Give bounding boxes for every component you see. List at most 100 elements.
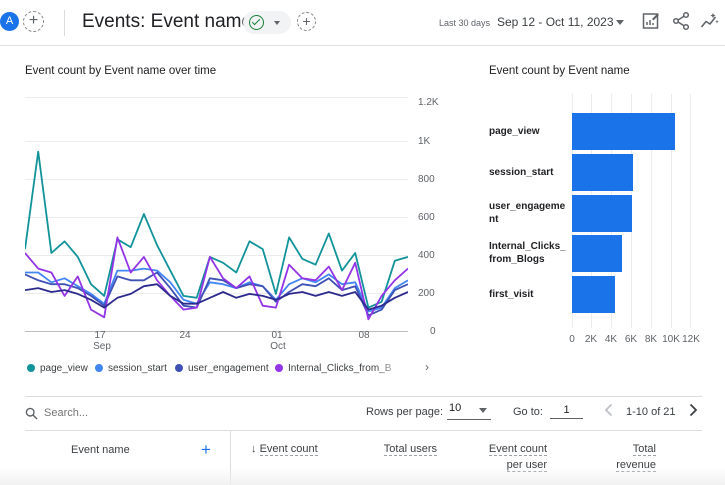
bar-page-view[interactable] (572, 113, 676, 150)
gridline (25, 255, 408, 256)
search-input[interactable] (44, 405, 194, 421)
column-header-label: Total users (383, 443, 437, 456)
report-header: A + Events: Event name + Last 30 days Se… (0, 0, 725, 46)
series-line-internal-clicks-from-b[interactable] (25, 236, 408, 321)
bar-first-visit[interactable] (572, 276, 616, 313)
bar-session-start[interactable] (572, 154, 633, 191)
bar-category-label: Internal_Clicks_ from_Blogs (489, 241, 566, 265)
next-page-icon[interactable] (686, 402, 700, 418)
x-tick-label: 24 (179, 330, 191, 341)
bar-x-tick: 0 (569, 334, 575, 345)
header-divider (64, 10, 65, 36)
bar-gridline (651, 94, 652, 328)
gridline (25, 179, 408, 180)
x-tick-month: Oct (270, 341, 286, 352)
legend-next-button[interactable]: › (425, 360, 429, 374)
table-top-divider (25, 396, 702, 397)
rows-per-page-value: 10 (449, 402, 462, 414)
add-comparison-button[interactable]: + (23, 11, 44, 32)
bar-category-label: first_visit (489, 288, 534, 300)
y-tick-label: 800 (418, 174, 435, 185)
bar-chart-title: Event count by Event name (489, 65, 630, 77)
column-header-label: Event count (488, 443, 547, 456)
legend-item-internal-clicks[interactable]: Internal_Clicks_from_B (275, 363, 391, 374)
x-tick-month: Sep (93, 341, 111, 352)
legend-dot (27, 364, 35, 372)
search-icon (25, 407, 38, 420)
bar-internal-clicks-from-blogs[interactable] (572, 235, 623, 272)
chevron-down-icon (479, 408, 487, 413)
legend-item-page-view[interactable]: page_view (27, 363, 88, 374)
add-filter-button[interactable]: + (297, 12, 316, 31)
legend-label: user_engagement (188, 363, 269, 374)
comparison-avatar[interactable]: A (0, 12, 19, 31)
report-status-dropdown[interactable] (243, 11, 291, 34)
y-tick-label: 1K (418, 136, 431, 147)
previous-page-icon[interactable] (602, 402, 616, 418)
check-circle-icon (249, 15, 264, 30)
column-header-label: Total (632, 443, 656, 456)
legend-label: session_start (108, 363, 167, 374)
rows-per-page-label: Rows per page: (366, 406, 444, 418)
column-header-label: Event count (259, 443, 318, 456)
date-range-label: Last 30 days (439, 18, 491, 28)
y-tick-label: 400 (418, 250, 435, 261)
legend-fade (375, 358, 420, 378)
legend-item-user-engagement[interactable]: user_engagement (175, 363, 269, 374)
bar-x-tick: 8K (644, 334, 658, 345)
x-tick-label: 08 (358, 330, 370, 341)
goto-page-input[interactable] (550, 401, 583, 419)
legend-dot (95, 364, 103, 372)
insights-icon[interactable] (700, 11, 720, 31)
bar-x-tick: 12K (682, 334, 700, 345)
bar-x-tick: 10K (662, 334, 680, 345)
y-tick-label: 600 (418, 212, 435, 223)
series-line-series-5[interactable] (25, 283, 408, 311)
x-tick-label: 17 (94, 330, 106, 341)
date-range-caret-icon[interactable] (616, 20, 624, 25)
customize-report-icon[interactable] (641, 11, 661, 31)
legend-label: page_view (40, 363, 88, 374)
bar-user-engagement[interactable] (572, 195, 632, 232)
bar-x-tick: 4K (604, 334, 618, 345)
gridline (25, 97, 408, 98)
share-icon[interactable] (671, 11, 691, 31)
legend-dot (275, 364, 283, 372)
bar-gridline (690, 94, 691, 328)
page-title: Events: Event name (82, 11, 253, 32)
legend-dot (175, 364, 183, 372)
x-axis-line (25, 331, 408, 332)
bar-category-label: session_start (489, 166, 554, 178)
bar-category-label: user_engageme nt (489, 201, 566, 225)
sort-descending-icon: ↓ (251, 443, 257, 455)
bar-x-tick: 6K (624, 334, 638, 345)
gridline (25, 217, 408, 218)
gridline (25, 141, 408, 142)
legend-label: Internal_Clicks_from_B (288, 363, 392, 374)
x-tick-label: 01 (271, 330, 283, 341)
rows-per-page-select[interactable]: 10 (447, 402, 491, 420)
line-chart-title: Event count by Event name over time (25, 65, 217, 77)
add-dimension-button[interactable]: + (201, 440, 211, 459)
gridline (25, 293, 408, 294)
y-tick-label: 200 (418, 288, 435, 299)
bar-gridline (671, 94, 672, 328)
table-header-divider (25, 430, 702, 431)
bottom-fade (0, 467, 725, 485)
page-range-label: 1-10 of 21 (626, 406, 676, 418)
y-tick-label: 0 (430, 326, 436, 337)
date-range-picker[interactable]: Sep 12 - Oct 11, 2023 (497, 15, 614, 29)
bar-x-tick: 2K (584, 334, 598, 345)
legend-item-session-start[interactable]: session_start (95, 363, 167, 374)
series-line-user-engagement[interactable] (25, 271, 408, 317)
line-chart-plot[interactable] (25, 90, 408, 331)
y-tick-label: 1.2K (418, 97, 439, 108)
bar-category-label: page_view (489, 125, 540, 137)
goto-label: Go to: (513, 406, 543, 418)
chevron-down-icon (274, 21, 280, 25)
series-line-page-view[interactable] (25, 150, 408, 309)
column-separator (230, 431, 231, 485)
column-header-event-count[interactable]: ↓ Event count (251, 441, 318, 457)
column-header-event-name[interactable]: Event name (71, 444, 130, 456)
column-header-total-users[interactable]: Total users (370, 441, 437, 457)
